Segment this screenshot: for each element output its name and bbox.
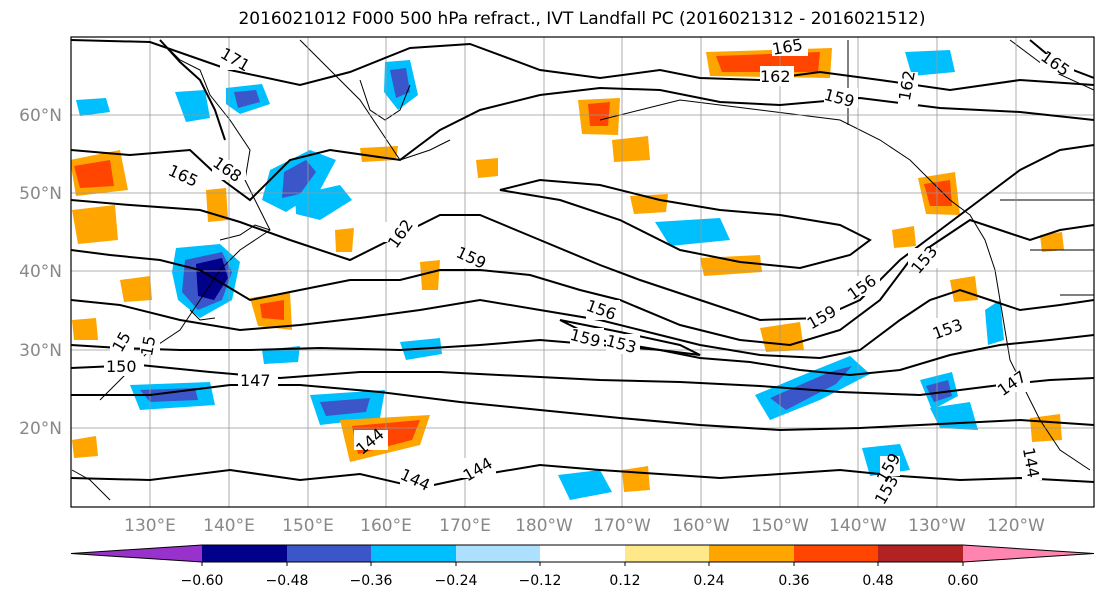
lat-label: 30°N bbox=[19, 341, 62, 361]
orange-anomaly-patch bbox=[335, 228, 354, 252]
colorbar-segment bbox=[371, 545, 456, 562]
colorbar-label: −0.24 bbox=[435, 573, 478, 589]
lat-label: 20°N bbox=[19, 419, 62, 439]
blue-anomaly-patch bbox=[282, 160, 316, 198]
blue-anomaly-patch bbox=[175, 90, 210, 122]
contour-line bbox=[159, 39, 226, 141]
orange-anomaly-patch bbox=[622, 466, 650, 492]
blue-anomaly-patch bbox=[262, 346, 300, 364]
coastline bbox=[299, 39, 451, 161]
navy-anomaly-patch bbox=[196, 258, 228, 300]
contour-label: 162 bbox=[760, 67, 791, 86]
latitude-axis: 60°N 50°N 40°N 30°N 20°N bbox=[19, 106, 62, 439]
orange-anomaly-patch bbox=[72, 205, 118, 244]
lon-label: 180°W bbox=[515, 516, 573, 536]
blue-anomaly-patch bbox=[985, 300, 1004, 345]
red-anomaly-patch bbox=[74, 160, 114, 188]
orange-anomaly-patch bbox=[892, 226, 916, 248]
blue-anomaly-patch bbox=[320, 398, 370, 416]
colorbar-segment bbox=[456, 545, 540, 562]
coastline bbox=[359, 79, 411, 121]
colorbar-segment bbox=[878, 545, 963, 562]
blue-anomaly-patch bbox=[390, 68, 410, 98]
colorbar-segment bbox=[709, 545, 794, 562]
colorbar-label: −0.12 bbox=[519, 573, 562, 589]
colorbar-segment bbox=[202, 545, 287, 562]
longitude-axis: 130°E 140°E 150°E 160°E 170°E 180°W 170°… bbox=[124, 516, 1045, 536]
blue-anomaly-patch bbox=[926, 380, 952, 402]
contour-label: 147 bbox=[240, 371, 271, 390]
orange-anomaly-patch bbox=[120, 276, 152, 302]
lon-label: 130°W bbox=[908, 516, 966, 536]
orange-anomaly-patch bbox=[72, 318, 98, 340]
colorbar-label: 0.24 bbox=[693, 573, 724, 589]
orange-anomaly-patch bbox=[476, 158, 498, 178]
contour-line bbox=[71, 363, 1094, 397]
orange-anomaly-patch bbox=[72, 436, 98, 458]
colorbar-label: 0.48 bbox=[862, 573, 893, 589]
map-frame bbox=[70, 36, 1095, 508]
lon-label: 170°W bbox=[593, 516, 651, 536]
orange-anomaly-patch bbox=[420, 260, 440, 290]
orange-anomaly-patch bbox=[612, 136, 650, 162]
contour-label: 150 bbox=[106, 357, 137, 376]
colorbar-segment bbox=[540, 545, 625, 562]
lon-label: 170°E bbox=[439, 516, 491, 536]
colorbar-label: −0.48 bbox=[266, 573, 309, 589]
lon-label: 120°W bbox=[987, 516, 1045, 536]
colorbar-label: −0.60 bbox=[181, 573, 224, 589]
lon-label: 130°E bbox=[124, 516, 176, 536]
blue-anomaly-patch bbox=[905, 50, 955, 76]
lon-label: 150°E bbox=[282, 516, 334, 536]
blue-anomaly-patch bbox=[558, 470, 612, 500]
lat-label: 50°N bbox=[19, 184, 62, 204]
blue-anomaly-patch bbox=[655, 218, 730, 246]
colorbar-ticks bbox=[201, 562, 964, 566]
orange-anomaly-patch bbox=[950, 276, 978, 302]
lat-label: 60°N bbox=[19, 106, 62, 126]
colorbar-segment bbox=[963, 545, 1094, 562]
colorbar-label: 0.36 bbox=[778, 573, 809, 589]
gridlines bbox=[71, 37, 1094, 507]
coastline bbox=[71, 469, 111, 501]
plot-title: 2016021012 F000 500 hPa refract., IVT La… bbox=[238, 9, 926, 29]
blue-anomaly-patch bbox=[295, 185, 352, 220]
contour-line bbox=[71, 144, 1094, 322]
colorbar-segment bbox=[625, 545, 709, 562]
colorbar-label: −0.36 bbox=[350, 573, 393, 589]
lon-label: 150°W bbox=[751, 516, 809, 536]
orange-anomaly-patch bbox=[1040, 232, 1064, 252]
lon-label: 160°W bbox=[672, 516, 730, 536]
contour-line bbox=[499, 178, 872, 270]
lat-label: 40°N bbox=[19, 262, 62, 282]
colorbar-segment bbox=[71, 545, 202, 562]
colorbar-segments bbox=[70, 544, 1095, 563]
colorbar-label: 0.60 bbox=[947, 573, 978, 589]
red-anomaly-patch bbox=[588, 102, 610, 126]
map-area: 171 165 168 165 162 159 162 159 156 159 bbox=[70, 35, 1095, 508]
colorbar-label: 0.12 bbox=[609, 573, 640, 589]
lon-label: 140°W bbox=[829, 516, 887, 536]
colorbar-segment bbox=[287, 545, 371, 562]
coastline bbox=[189, 309, 216, 321]
blue-anomaly-patch bbox=[770, 366, 852, 410]
contour-line bbox=[71, 463, 1094, 490]
blue-anomaly-patch bbox=[234, 90, 260, 108]
coastline bbox=[99, 39, 271, 401]
coastline bbox=[219, 224, 271, 241]
red-anomaly-patch bbox=[260, 300, 284, 320]
contour-line bbox=[71, 288, 1094, 360]
lon-label: 160°E bbox=[360, 516, 412, 536]
contour-label: 165 bbox=[771, 35, 804, 59]
colorbar: −0.60 −0.48 −0.36 −0.24 −0.12 0.12 0.24 … bbox=[70, 544, 1095, 589]
contour-label: 15 bbox=[137, 334, 159, 357]
lon-label: 140°E bbox=[203, 516, 255, 536]
colorbar-segment bbox=[794, 545, 878, 562]
blue-anomaly-patch bbox=[76, 98, 110, 116]
